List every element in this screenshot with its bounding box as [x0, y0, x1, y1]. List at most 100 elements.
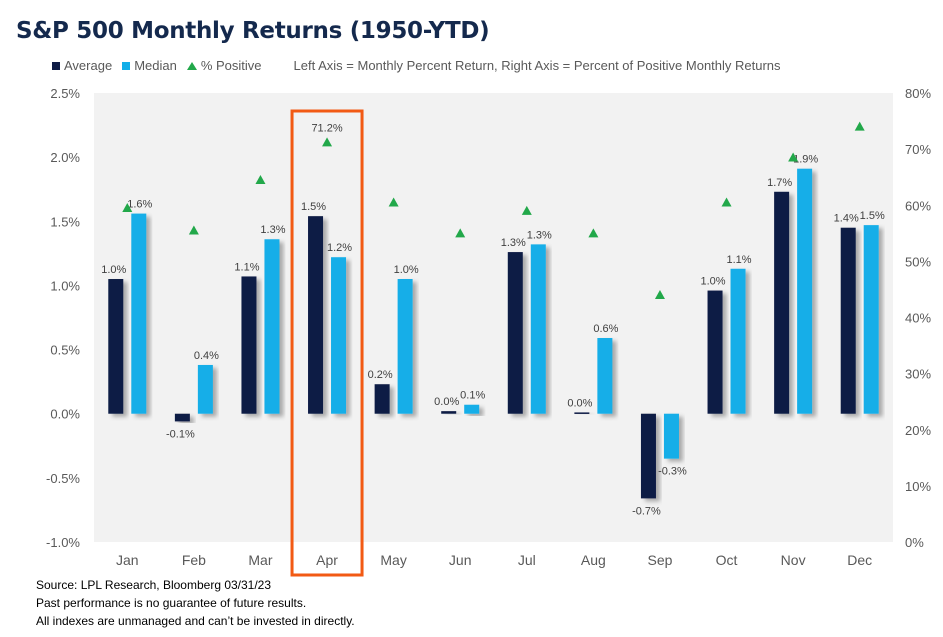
x-tick-label-apr: Apr: [316, 552, 338, 568]
legend-axis-note: Left Axis = Monthly Percent Return, Righ…: [293, 58, 781, 73]
bar-median-dec: [863, 225, 879, 414]
legend-item-average: Average: [52, 58, 112, 73]
y-right-tick-label: 80%: [905, 86, 931, 101]
bar-average-jan: [108, 279, 124, 414]
bar-average-jun: [441, 411, 457, 414]
bar-median-jul: [530, 244, 546, 414]
marker-positive-feb: [188, 225, 199, 235]
y-left-tick-label: 2.5%: [50, 86, 80, 101]
marker-positive-aug: [588, 228, 599, 238]
bar-average-nov: [774, 191, 790, 414]
marker-positive-dec: [854, 121, 865, 131]
y-left-tick-label: 1.5%: [50, 214, 80, 229]
bar-average-oct: [707, 290, 723, 414]
data-label-average-mar: 1.1%: [234, 261, 259, 273]
data-label-median-may: 1.0%: [394, 264, 419, 276]
legend-label-median: Median: [134, 58, 177, 73]
data-label-positive-apr: 71.2%: [311, 122, 342, 134]
data-label-median-jun: 0.1%: [460, 390, 485, 402]
bar-average-aug: [574, 412, 590, 414]
data-label-median-apr: 1.2%: [327, 242, 352, 254]
x-tick-label-dec: Dec: [847, 552, 872, 568]
data-label-average-may: 0.2%: [368, 369, 393, 381]
marker-positive-jun: [455, 228, 466, 238]
bar-median-may: [397, 279, 413, 414]
bar-median-oct: [730, 268, 746, 414]
data-label-average-sep: -0.7%: [632, 505, 661, 517]
marker-positive-apr: [322, 137, 333, 147]
legend-swatch-median: [122, 61, 131, 70]
bar-median-aug: [597, 338, 613, 414]
y-left-tick-label: -1.0%: [46, 535, 80, 550]
y-right-tick-label: 0%: [905, 535, 924, 550]
bar-average-sep: [640, 413, 656, 499]
data-label-median-nov: 1.9%: [793, 154, 818, 166]
bar-median-jan: [131, 213, 147, 414]
legend: Average Median % Positive Left Axis = Mo…: [52, 58, 781, 73]
data-label-average-oct: 1.0%: [701, 276, 726, 288]
bar-median-apr: [331, 257, 347, 414]
chart-title: S&P 500 Monthly Returns (1950-YTD): [16, 18, 490, 44]
x-tick-label-may: May: [380, 552, 406, 568]
y-right-tick-label: 70%: [905, 142, 931, 157]
data-label-average-jan: 1.0%: [101, 264, 126, 276]
y-right-tick-label: 20%: [905, 423, 931, 438]
legend-triangle-icon: [186, 61, 197, 70]
x-tick-label-jun: Jun: [449, 552, 472, 568]
y-right-tick-label: 60%: [905, 198, 931, 213]
bar-average-feb: [174, 413, 190, 422]
x-tick-label-nov: Nov: [781, 552, 806, 568]
y-left-tick-label: 0.5%: [50, 343, 80, 358]
marker-positive-sep: [654, 290, 665, 300]
x-tick-label-aug: Aug: [581, 552, 606, 568]
y-right-tick-label: 30%: [905, 367, 931, 382]
bar-median-feb: [197, 364, 213, 414]
x-tick-label-sep: Sep: [647, 552, 672, 568]
legend-item-positive: % Positive: [186, 58, 262, 73]
x-tick-label-jan: Jan: [116, 552, 139, 568]
marker-positive-jul: [521, 205, 532, 215]
disclaimer-indexes: All indexes are unmanaged and can’t be i…: [36, 614, 355, 628]
x-tick-label-jul: Jul: [518, 552, 536, 568]
bar-average-apr: [308, 216, 324, 414]
bar-median-nov: [797, 168, 813, 414]
data-label-median-oct: 1.1%: [727, 254, 752, 266]
legend-swatch-average: [52, 61, 60, 70]
data-label-average-dec: 1.4%: [834, 213, 859, 225]
y-left-tick-label: -0.5%: [46, 471, 80, 486]
y-right-tick-label: 50%: [905, 254, 931, 269]
x-tick-label-mar: Mar: [248, 552, 272, 568]
data-label-average-feb: -0.1%: [166, 428, 195, 440]
marker-positive-oct: [721, 197, 732, 207]
plot-area: [94, 93, 893, 542]
bar-average-may: [374, 384, 390, 414]
marker-positive-jan: [122, 203, 133, 213]
marker-positive-mar: [255, 174, 266, 184]
legend-label-average: Average: [64, 58, 113, 73]
data-label-average-apr: 1.5%: [301, 201, 326, 213]
y-right-tick-label: 10%: [905, 479, 931, 494]
data-label-median-jan: 1.6%: [127, 199, 152, 211]
x-tick-label-oct: Oct: [716, 552, 738, 568]
bar-average-mar: [241, 276, 257, 414]
data-label-average-jul: 1.3%: [501, 237, 526, 249]
bar-median-mar: [264, 239, 280, 414]
data-label-average-aug: 0.0%: [567, 397, 592, 409]
y-left-tick-label: 1.0%: [50, 278, 80, 293]
data-label-average-nov: 1.7%: [767, 177, 792, 189]
marker-positive-may: [388, 197, 399, 207]
source-note: Source: LPL Research, Bloomberg 03/31/23: [36, 578, 272, 592]
y-left-tick-label: 0.0%: [50, 407, 80, 422]
data-label-median-aug: 0.6%: [593, 323, 618, 335]
marker-positive-nov: [788, 152, 799, 162]
highlight-box-apr: [290, 109, 364, 577]
data-label-median-sep: -0.3%: [658, 466, 687, 478]
data-label-median-dec: 1.5%: [860, 210, 885, 222]
legend-item-median: Median: [122, 58, 177, 73]
disclaimer-performance: Past performance is no guarantee of futu…: [36, 596, 307, 610]
y-left-tick-label: 2.0%: [50, 150, 80, 165]
legend-label-positive: % Positive: [200, 58, 262, 73]
bar-median-jun: [464, 404, 480, 414]
data-label-median-feb: 0.4%: [194, 350, 219, 362]
